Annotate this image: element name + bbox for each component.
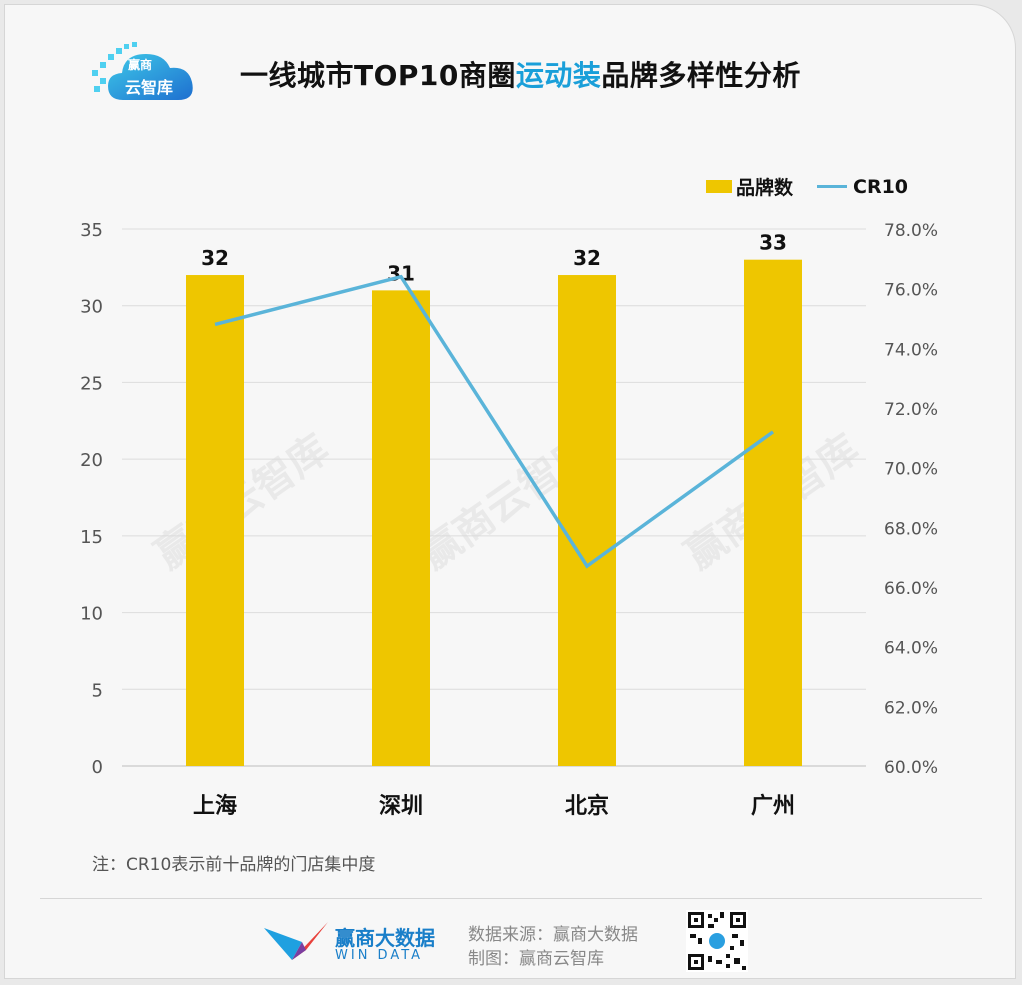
y-right-tick-label: 76.0% [884,281,938,301]
brand-name-cn: 赢商大数据 [335,926,435,950]
chart-card [4,4,1016,979]
cloud-logo-icon [92,42,193,100]
x-category-label: 上海 [193,793,237,819]
bar-data-label: 32 [201,246,229,270]
y-left-tick-label: 35 [80,220,103,241]
bar [186,275,244,766]
bar [372,290,430,766]
legend-bar-swatch [706,180,732,193]
footnote: 注：CR10表示前十品牌的门店集中度 [92,855,376,875]
page-title: 一线城市TOP10商圈运动装品牌多样性分析 [240,54,801,94]
bar-data-label: 31 [387,261,415,285]
y-left-tick-label: 15 [80,527,103,548]
x-category-label: 北京 [565,793,609,819]
y-left-tick-label: 5 [92,680,103,701]
qr-code-icon[interactable] [686,910,748,972]
x-category-label: 广州 [751,793,795,819]
legend-line-label: CR10 [853,175,909,198]
title-prefix: 一线城市TOP10商圈 [240,59,516,92]
y-right-tick-label: 60.0% [884,758,938,778]
y-right-tick-label: 62.0% [884,698,938,718]
y-left-tick-label: 25 [80,373,103,394]
y-right-tick-label: 78.0% [884,221,938,241]
bar [558,275,616,766]
bar [744,259,802,766]
cr10-line [214,274,775,569]
y-right-tick-label: 74.0% [884,340,938,360]
y-left-tick-label: 20 [80,450,103,471]
bar-data-label: 32 [573,246,601,270]
x-category-label: 深圳 [379,794,423,819]
logo-line2: 云智库 [125,78,174,97]
title-suffix: 品牌多样性分析 [601,59,801,92]
bar-data-label: 33 [759,231,787,255]
y-left-tick-label: 10 [80,604,103,625]
y-right-tick-label: 72.0% [884,400,938,420]
y-left-tick-label: 30 [80,297,103,318]
chart-legend: 品牌数 CR10 [706,173,908,200]
y-left-tick-label: 0 [92,757,103,778]
logo-line1: 赢商 [128,58,153,72]
title-highlight: 运动装 [515,59,602,92]
legend-bar-label: 品牌数 [736,177,794,199]
legend-line-swatch [817,185,848,188]
combo-chart: 0 5 10 15 20 25 30 35 60.0% 62.0% 64.0% 66.0% 68.0% 7… [80,220,938,819]
brand-name-en: WIN DATA [335,948,424,963]
chart-maker: 制图：赢商云智库 [468,949,604,969]
windata-logo-icon [264,922,328,960]
y-right-tick-label: 70.0% [884,460,938,480]
footer-divider [40,898,982,899]
y-right-tick-label: 64.0% [884,639,938,659]
y-right-tick-label: 68.0% [884,519,938,539]
y-right-tick-label: 66.0% [884,579,938,599]
data-source: 数据来源：赢商大数据 [468,925,638,945]
